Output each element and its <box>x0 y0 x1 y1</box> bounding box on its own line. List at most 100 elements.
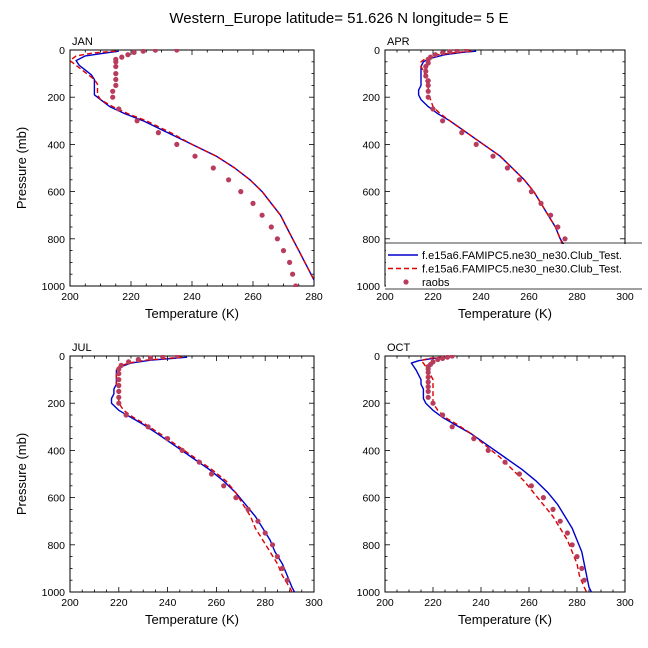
raobs-point <box>562 236 568 242</box>
raobs-point <box>440 118 446 124</box>
y-tick-label: 200 <box>47 92 65 104</box>
raobs-point <box>116 106 122 112</box>
raobs-point <box>131 49 137 56</box>
y-tick-label: 1000 <box>42 281 66 293</box>
raobs-point <box>262 530 268 536</box>
raobs-point <box>579 565 585 572</box>
raobs-point <box>174 49 180 53</box>
raobs-point <box>502 459 508 465</box>
raobs-point <box>140 49 146 54</box>
raobs-point <box>425 379 431 385</box>
raobs-point <box>113 76 119 83</box>
raobs-point <box>430 400 436 406</box>
raobs-point <box>425 394 431 400</box>
y-tick-label: 0 <box>59 45 65 57</box>
plot-area <box>417 49 583 287</box>
panel-label: JAN <box>72 36 93 48</box>
raobs-point <box>425 88 431 94</box>
raobs-point <box>269 542 276 548</box>
raobs-point <box>210 165 216 171</box>
x-tick-label: 220 <box>424 597 442 609</box>
raobs-point <box>116 366 122 372</box>
y-tick-label: 800 <box>47 540 65 552</box>
y-axis-label: Pressure (mb) <box>14 127 29 209</box>
raobs-point <box>113 82 119 88</box>
raobs-point <box>449 424 455 430</box>
raobs-point <box>425 78 431 84</box>
raobs-point <box>147 355 154 361</box>
raobs-point <box>160 355 166 360</box>
panel-label: JUL <box>72 342 92 354</box>
raobs-point <box>555 224 561 230</box>
raobs-point <box>116 388 122 394</box>
y-tick-label: 0 <box>59 351 65 363</box>
raobs-point <box>233 495 239 501</box>
raobs-point <box>516 177 523 183</box>
raobs-point <box>116 382 122 389</box>
raobs-point <box>425 94 431 100</box>
y-tick-label: 1000 <box>42 587 66 599</box>
y-tick-label: 800 <box>47 234 65 246</box>
raobs-point <box>284 577 290 583</box>
x-tick-label: 260 <box>208 597 226 609</box>
raobs-point <box>473 141 479 147</box>
raobs-point <box>564 530 571 536</box>
raobs-point <box>540 495 547 501</box>
raobs-point <box>192 153 198 159</box>
raobs-point <box>490 153 496 159</box>
y-tick-label: 0 <box>374 45 380 57</box>
series-line-solid <box>410 356 593 593</box>
x-tick-label: 220 <box>110 597 128 609</box>
raobs-point <box>425 56 431 63</box>
x-tick-label: 280 <box>568 291 586 303</box>
x-tick-label: 280 <box>568 597 586 609</box>
raobs-point <box>293 283 299 287</box>
panel-apr: 200 220 240 260 280 300 0 200 400 600 800 1000 APR Te… <box>357 36 634 321</box>
raobs-point <box>110 88 116 94</box>
x-axis-label: Temperature (K) <box>145 306 239 321</box>
raobs-point <box>423 63 429 70</box>
raobs-point <box>550 506 556 512</box>
raobs-point <box>116 394 122 400</box>
x-tick-label: 240 <box>183 291 201 303</box>
plot-area <box>70 49 314 287</box>
raobs-point <box>245 506 251 512</box>
raobs-point <box>432 52 438 58</box>
raobs-point <box>290 271 296 277</box>
raobs-point <box>516 471 523 477</box>
raobs-point <box>116 371 122 377</box>
raobs-point <box>125 52 131 58</box>
y-tick-label: 600 <box>47 187 65 199</box>
y-tick-label: 600 <box>362 493 380 505</box>
plot-area <box>110 355 296 593</box>
raobs-point <box>280 248 287 254</box>
y-tick-label: 0 <box>374 351 380 363</box>
y-tick-label: 600 <box>362 187 380 199</box>
raobs-point <box>435 356 441 363</box>
x-tick-label: 200 <box>376 597 394 609</box>
raobs-point <box>145 424 151 430</box>
panels: 200 220 240 260 280 0 200 400 600 800 1000 JAN Tempe… <box>14 36 634 627</box>
raobs-point <box>152 49 158 53</box>
legend: f.e15a6.FAMIPC5.ne30_ne30.Club_Test. f.e1… <box>385 242 642 290</box>
raobs-point <box>208 471 215 477</box>
x-tick-label: 300 <box>305 597 323 609</box>
y-tick-label: 400 <box>47 445 65 457</box>
raobs-point <box>221 483 227 489</box>
x-tick-label: 240 <box>159 597 177 609</box>
plot-frame <box>384 355 626 593</box>
plot-frame <box>69 49 315 287</box>
raobs-point <box>134 118 140 124</box>
y-tick-label: 1000 <box>357 587 381 599</box>
raobs-point <box>440 412 446 418</box>
x-tick-label: 220 <box>424 291 442 303</box>
x-tick-label: 280 <box>256 597 274 609</box>
series-line-dashed <box>420 356 588 593</box>
raobs-point <box>459 130 465 136</box>
legend-marker <box>403 279 409 285</box>
legend-label: raobs <box>422 277 450 289</box>
x-tick-label: 300 <box>616 597 634 609</box>
y-tick-label: 400 <box>47 139 65 151</box>
raobs-point <box>268 224 274 230</box>
raobs-point <box>528 189 535 195</box>
